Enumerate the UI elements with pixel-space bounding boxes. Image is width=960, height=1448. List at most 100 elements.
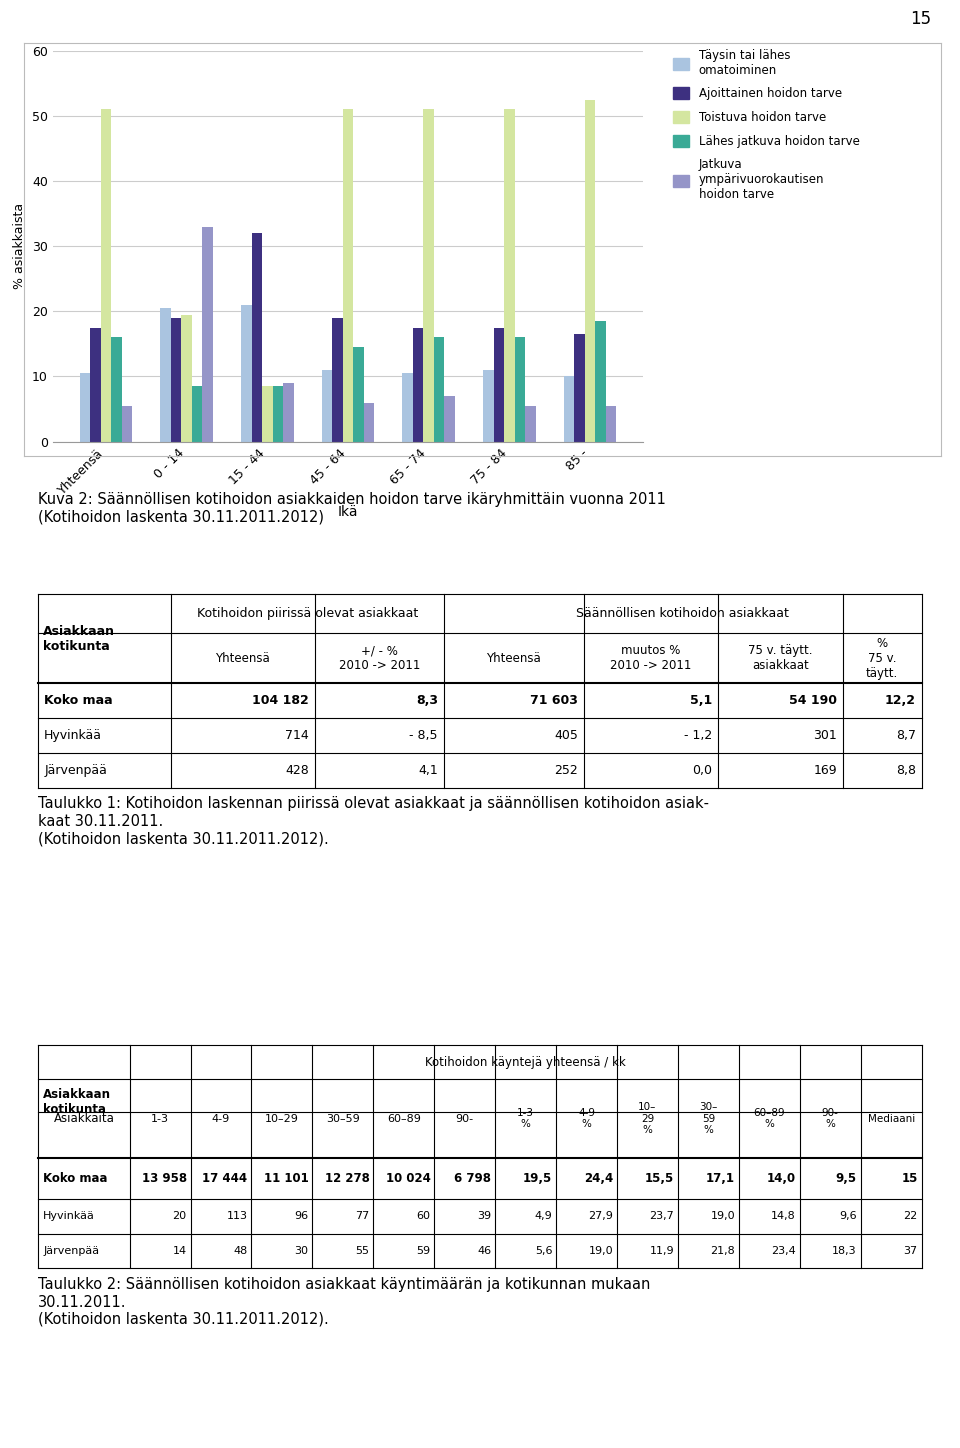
Text: 60–89: 60–89 <box>387 1114 420 1124</box>
Text: 15: 15 <box>901 1173 918 1184</box>
Text: 5,1: 5,1 <box>690 695 712 707</box>
Text: - 1,2: - 1,2 <box>684 730 712 741</box>
Text: 23,7: 23,7 <box>649 1212 674 1221</box>
Text: Koko maa: Koko maa <box>44 695 112 707</box>
Bar <box>504 110 515 442</box>
Text: 9,6: 9,6 <box>839 1212 857 1221</box>
Text: 12 278: 12 278 <box>324 1173 370 1184</box>
Bar <box>483 371 493 442</box>
Bar <box>423 110 434 442</box>
Text: Järvenpää: Järvenpää <box>43 1247 99 1255</box>
Text: 8,8: 8,8 <box>896 765 916 776</box>
Text: 19,0: 19,0 <box>710 1212 735 1221</box>
Bar <box>444 397 455 442</box>
Bar <box>241 306 252 442</box>
Text: Hyvinkää: Hyvinkää <box>43 1212 95 1221</box>
Text: Hyvinkää: Hyvinkää <box>44 730 102 741</box>
Text: +/ - %
2010 -> 2011: +/ - % 2010 -> 2011 <box>339 644 420 672</box>
Text: 1-3: 1-3 <box>151 1114 169 1124</box>
Bar <box>273 387 283 442</box>
Text: 428: 428 <box>285 765 309 776</box>
Text: 59: 59 <box>417 1247 430 1255</box>
Text: 19,0: 19,0 <box>588 1247 613 1255</box>
Text: 27,9: 27,9 <box>588 1212 613 1221</box>
Text: 55: 55 <box>355 1247 370 1255</box>
Text: Asiakkaan
kotikunta: Asiakkaan kotikunta <box>43 624 115 653</box>
Text: Taulukko 2: Säännöllisen kotihoidon asiakkaat käyntimäärän ja kotikunnan mukaan
: Taulukko 2: Säännöllisen kotihoidon asia… <box>38 1277 651 1326</box>
Text: 10–
29
%: 10– 29 % <box>638 1102 657 1135</box>
Text: 4,1: 4,1 <box>418 765 438 776</box>
Text: 46: 46 <box>477 1247 492 1255</box>
Text: 10 024: 10 024 <box>386 1173 430 1184</box>
Text: 11,9: 11,9 <box>650 1247 674 1255</box>
Text: 405: 405 <box>554 730 578 741</box>
Text: 20: 20 <box>173 1212 186 1221</box>
Text: 11 101: 11 101 <box>264 1173 308 1184</box>
Bar <box>192 387 203 442</box>
Text: 12,2: 12,2 <box>885 695 916 707</box>
Text: Asiakkaan
kotikunta: Asiakkaan kotikunta <box>43 1087 111 1116</box>
Bar <box>111 337 122 442</box>
Bar <box>181 314 192 442</box>
Text: 6 798: 6 798 <box>454 1173 492 1184</box>
Text: 714: 714 <box>285 730 309 741</box>
Text: 169: 169 <box>813 765 837 776</box>
X-axis label: Ikä: Ikä <box>338 505 358 518</box>
Text: Kotihoidon käyntejä yhteensä / kk: Kotihoidon käyntejä yhteensä / kk <box>425 1056 626 1069</box>
Text: 9,5: 9,5 <box>836 1173 857 1184</box>
Text: 104 182: 104 182 <box>252 695 309 707</box>
Text: 19,5: 19,5 <box>523 1173 552 1184</box>
Text: Asiakkaita: Asiakkaita <box>54 1112 114 1125</box>
Bar <box>252 233 262 442</box>
Text: 30–
59
%: 30– 59 % <box>699 1102 717 1135</box>
Text: %
75 v.
täytt.: % 75 v. täytt. <box>866 637 899 679</box>
Text: Järvenpää: Järvenpää <box>44 765 107 776</box>
Text: Koko maa: Koko maa <box>43 1173 108 1184</box>
Bar <box>574 334 585 442</box>
Text: 15,5: 15,5 <box>645 1173 674 1184</box>
Text: 17 444: 17 444 <box>203 1173 248 1184</box>
Bar <box>160 308 171 442</box>
Bar <box>90 327 101 442</box>
Bar <box>353 348 364 442</box>
Text: 14: 14 <box>173 1247 186 1255</box>
Bar <box>122 405 132 442</box>
Bar <box>493 327 504 442</box>
Text: Kuva 2: Säännöllisen kotihoidon asiakkaiden hoidon tarve ikäryhmittäin vuonna 20: Kuva 2: Säännöllisen kotihoidon asiakkai… <box>38 492 666 524</box>
Text: 60–89
%: 60–89 % <box>754 1108 785 1129</box>
Text: 113: 113 <box>227 1212 248 1221</box>
Legend: Täysin tai lähes
omatoiminen, Ajoittainen hoidon tarve, Toistuva hoidon tarve, L: Täysin tai lähes omatoiminen, Ajoittaine… <box>673 49 859 201</box>
Text: Yhteensä: Yhteensä <box>486 652 541 665</box>
Bar <box>413 327 423 442</box>
Text: 14,8: 14,8 <box>771 1212 796 1221</box>
Bar <box>80 374 90 442</box>
Text: Yhteensä: Yhteensä <box>215 652 271 665</box>
Bar <box>171 319 181 442</box>
Text: 21,8: 21,8 <box>710 1247 735 1255</box>
Bar <box>525 405 536 442</box>
Text: 90-: 90- <box>456 1114 473 1124</box>
Text: 37: 37 <box>903 1247 918 1255</box>
Bar <box>606 405 616 442</box>
Text: 48: 48 <box>233 1247 248 1255</box>
Bar <box>101 110 111 442</box>
Text: 75 v. täytt.
asiakkaat: 75 v. täytt. asiakkaat <box>748 644 813 672</box>
Bar <box>364 403 374 442</box>
Text: - 8,5: - 8,5 <box>409 730 438 741</box>
Bar <box>203 227 213 442</box>
Text: 15: 15 <box>910 10 931 28</box>
Text: 22: 22 <box>903 1212 918 1221</box>
Text: 0,0: 0,0 <box>692 765 712 776</box>
Text: 1-3
%: 1-3 % <box>517 1108 534 1129</box>
Text: 4-9
%: 4-9 % <box>578 1108 595 1129</box>
Text: 301: 301 <box>813 730 837 741</box>
Text: Kotihoidon piirissä olevat asiakkaat: Kotihoidon piirissä olevat asiakkaat <box>197 607 418 620</box>
Text: 24,4: 24,4 <box>584 1173 613 1184</box>
Bar <box>332 319 343 442</box>
Bar <box>564 376 574 442</box>
Text: 13 958: 13 958 <box>141 1173 186 1184</box>
Text: 71 603: 71 603 <box>530 695 578 707</box>
Text: 4,9: 4,9 <box>535 1212 552 1221</box>
Text: muutos %
2010 -> 2011: muutos % 2010 -> 2011 <box>611 644 691 672</box>
Text: 90-
%: 90- % <box>822 1108 839 1129</box>
